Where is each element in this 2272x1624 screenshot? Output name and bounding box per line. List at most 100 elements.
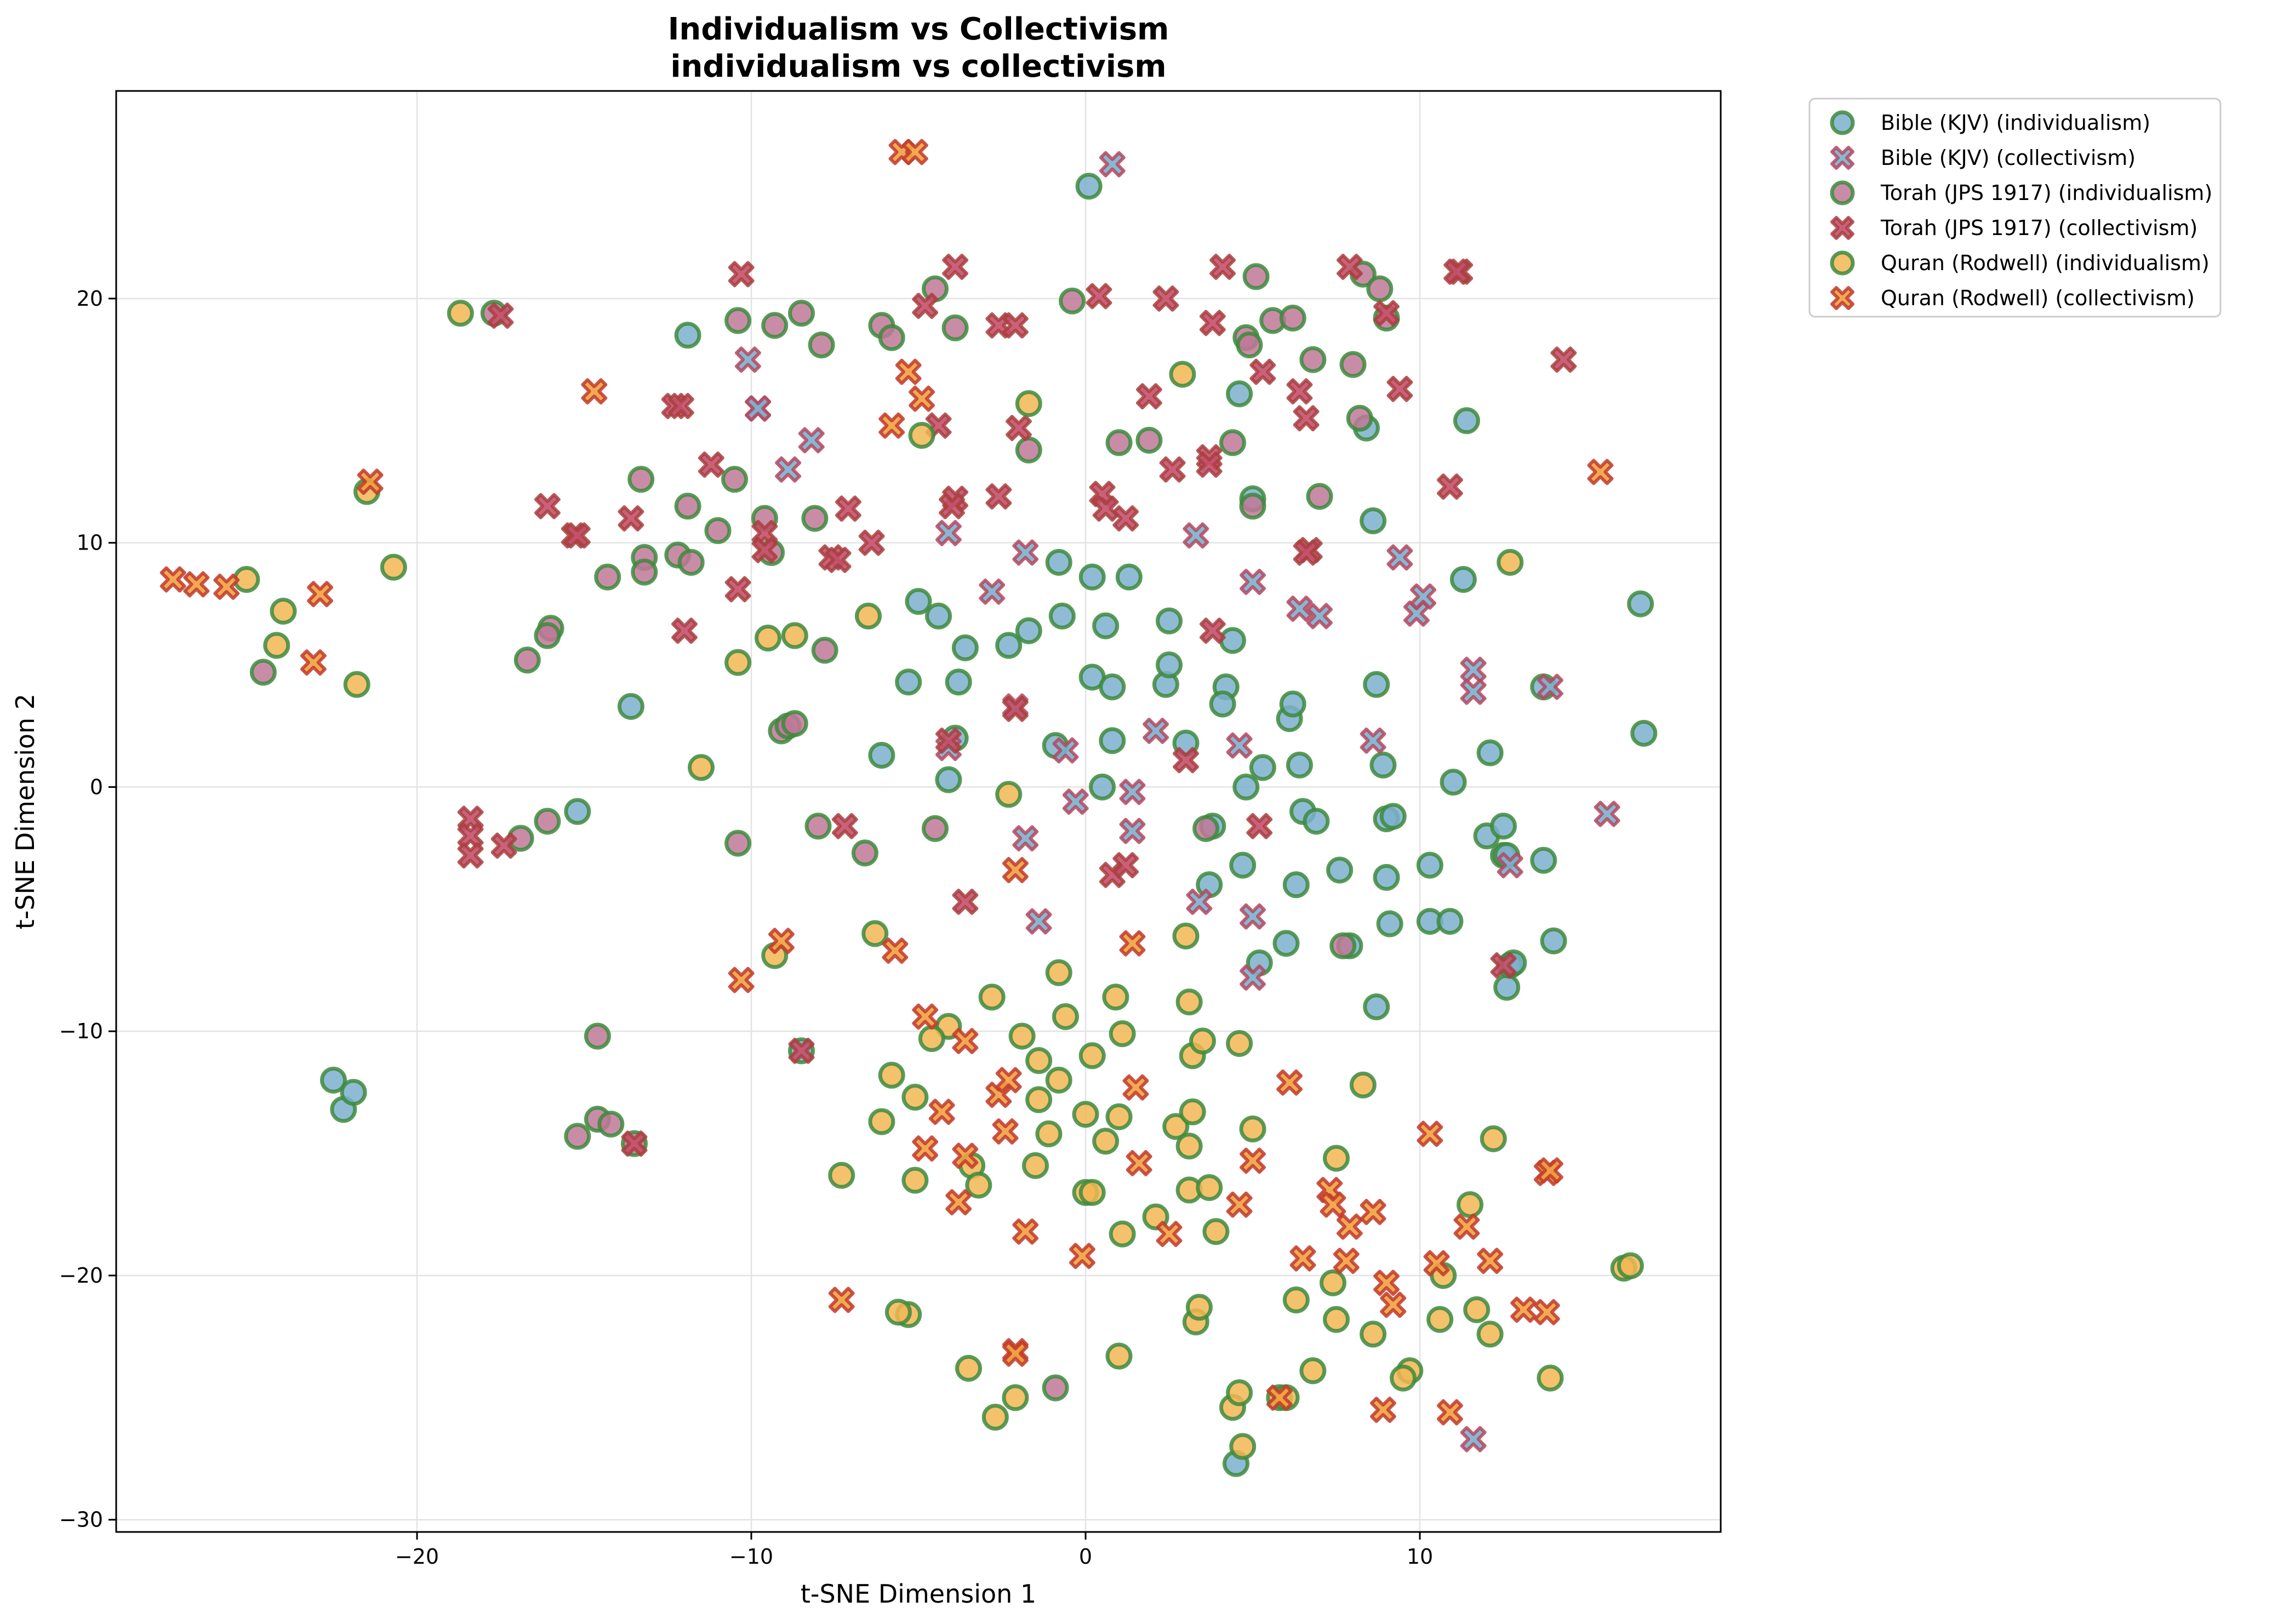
data-point: [941, 314, 969, 341]
data-point: [1099, 727, 1126, 754]
data-point: [581, 378, 608, 405]
data-point: [1105, 429, 1133, 456]
data-point: [1303, 808, 1330, 835]
data-point: [627, 466, 655, 493]
data-point: [912, 1135, 939, 1162]
axis-ticks: −20 −10 0 10 −30 −20 −10 0 10 20: [59, 287, 1433, 1569]
data-point: [1630, 719, 1658, 747]
data-points: [159, 139, 1658, 1477]
data-point: [1627, 590, 1654, 617]
data-point: [1373, 1270, 1400, 1296]
data-point: [965, 1171, 992, 1199]
data-point: [534, 622, 561, 649]
legend-marker: [1830, 146, 1854, 170]
data-point: [1346, 404, 1373, 432]
data-point: [1497, 852, 1523, 879]
data-point: [1078, 1042, 1106, 1070]
y-tick-label: −20: [59, 1263, 103, 1288]
data-point: [1477, 1248, 1504, 1274]
data-point: [1112, 852, 1139, 879]
data-point: [1062, 788, 1089, 815]
data-point: [755, 625, 781, 652]
data-point: [1229, 851, 1257, 879]
data-point: [618, 505, 644, 532]
data-point: [728, 967, 755, 993]
data-point: [1240, 964, 1266, 991]
data-point: [213, 573, 240, 600]
data-point: [878, 1061, 905, 1089]
data-point: [513, 647, 541, 674]
data-point: [340, 1079, 367, 1106]
data-point: [939, 493, 965, 519]
data-point: [1048, 602, 1076, 630]
data-point: [935, 519, 962, 546]
data-point: [952, 888, 979, 915]
data-point: [1002, 1384, 1029, 1411]
data-point: [1012, 1218, 1039, 1245]
data-point: [1008, 1022, 1036, 1050]
data-point: [1453, 1213, 1480, 1240]
data-point: [1550, 346, 1577, 373]
data-point: [1078, 563, 1106, 591]
data-point: [925, 602, 952, 630]
data-point: [1320, 1191, 1346, 1218]
data-point: [674, 493, 701, 520]
data-point: [1249, 358, 1276, 385]
data-point: [1185, 1294, 1213, 1321]
data-point: [1099, 673, 1126, 701]
data-point: [1226, 1379, 1253, 1406]
y-tick-label: 10: [77, 531, 103, 555]
data-point: [1202, 1218, 1230, 1245]
data-point: [935, 766, 962, 793]
data-point: [788, 1037, 815, 1064]
data-point: [1092, 1128, 1120, 1155]
data-point: [1239, 1115, 1266, 1142]
data-point: [1002, 312, 1029, 339]
data-point: [263, 632, 290, 659]
plot-frame: [115, 90, 1722, 1533]
data-point: [487, 302, 514, 329]
data-point: [1045, 548, 1072, 576]
x-axis-label: t-SNE Dimension 1: [801, 1579, 1036, 1609]
data-point: [1386, 375, 1413, 402]
data-point: [1476, 739, 1504, 767]
data-point: [1242, 263, 1270, 290]
data-point: [1012, 825, 1039, 852]
data-point: [798, 427, 825, 454]
data-point: [1373, 864, 1400, 891]
data-point: [951, 634, 979, 661]
data-point: [1035, 1120, 1063, 1147]
data-point: [884, 1299, 912, 1326]
data-point: [1240, 1147, 1266, 1174]
data-point: [1045, 1066, 1072, 1094]
data-point: [804, 813, 832, 840]
data-point: [1086, 283, 1112, 310]
data-point: [1386, 544, 1413, 571]
data-point: [1410, 583, 1437, 610]
y-tick-label: −10: [59, 1019, 103, 1043]
data-point: [1617, 1252, 1644, 1279]
data-point: [594, 563, 621, 591]
data-point: [861, 920, 889, 947]
data-point: [1436, 473, 1463, 500]
data-point: [1279, 690, 1306, 718]
data-point: [1326, 856, 1354, 884]
data-point: [1460, 1426, 1487, 1453]
data-point: [955, 1354, 982, 1382]
legend-marker: [1830, 286, 1854, 310]
legend-box: [1808, 98, 2222, 318]
data-point: [1282, 1286, 1310, 1314]
data-point: [1339, 351, 1367, 378]
data-point: [300, 649, 327, 676]
legend-label: Bible (KJV) (individualism): [1881, 111, 2150, 135]
data-point: [831, 813, 858, 839]
data-point: [1537, 1364, 1564, 1392]
data-point: [851, 839, 878, 867]
data-point: [1112, 505, 1139, 532]
data-point: [1152, 285, 1179, 312]
data-point: [1533, 1299, 1560, 1325]
data-point: [1306, 483, 1333, 510]
data-point: [1135, 383, 1162, 410]
data-point: [1236, 331, 1263, 359]
data-point: [1109, 1220, 1136, 1248]
